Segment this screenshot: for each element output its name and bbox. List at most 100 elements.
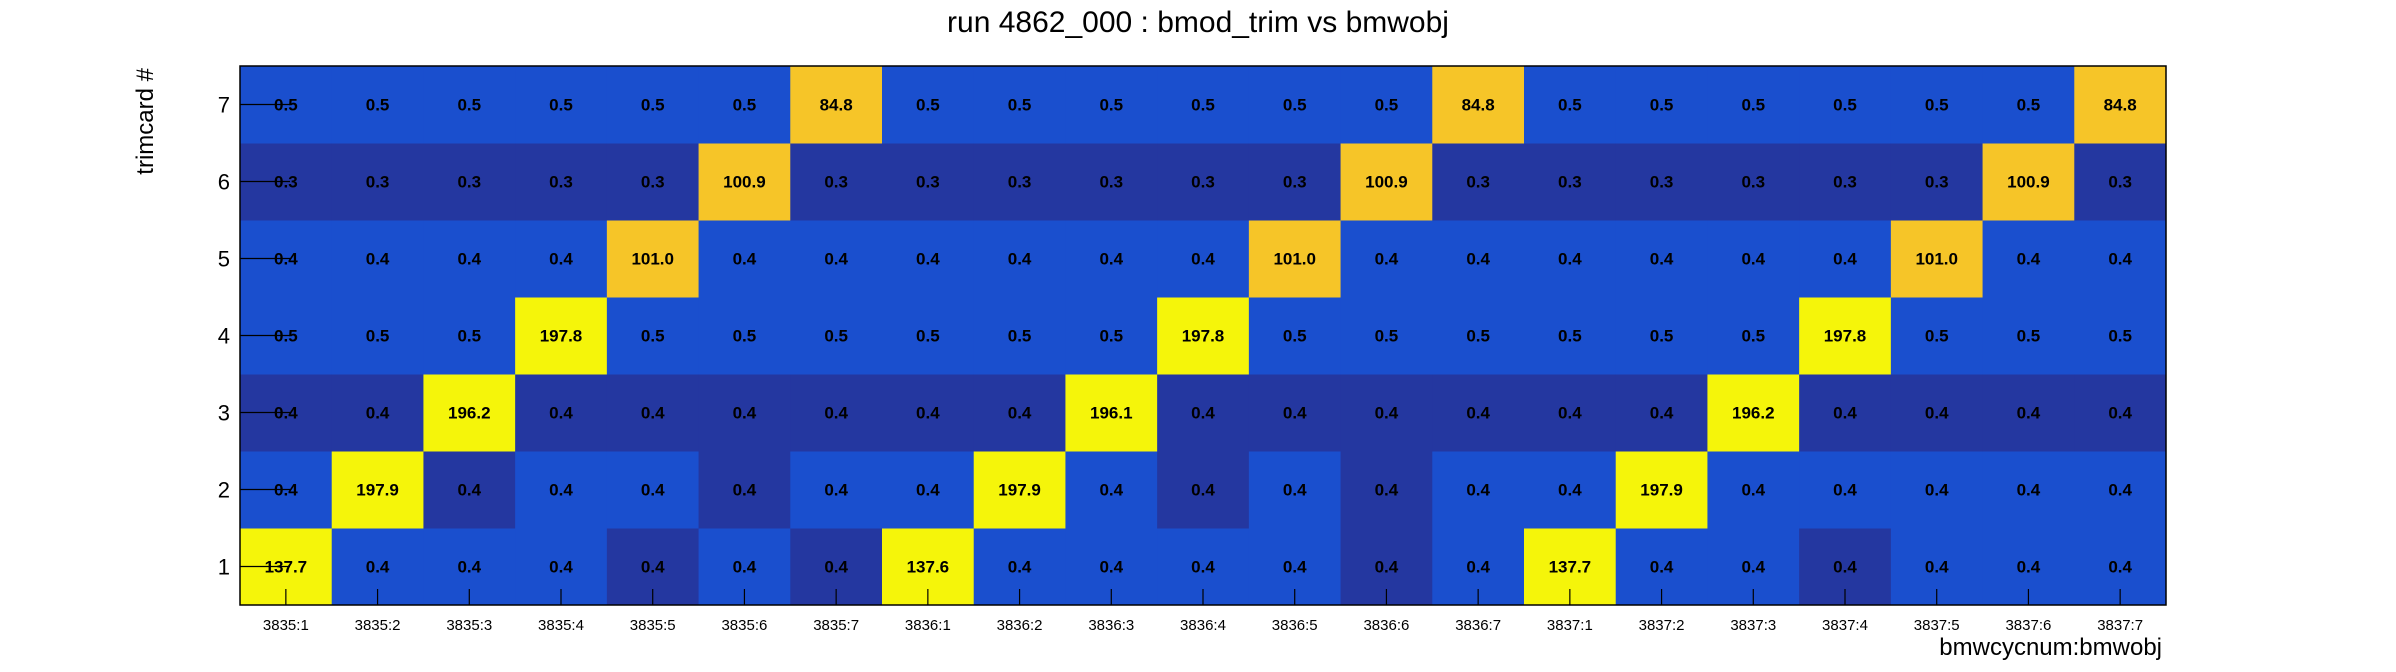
- heatmap-cell: [1248, 374, 1342, 452]
- heatmap-cell-label: 0.4: [824, 558, 848, 577]
- heatmap-cell-label: 0.4: [1558, 250, 1582, 269]
- heatmap-cell: [423, 297, 516, 375]
- heatmap-cell: [1799, 451, 1892, 529]
- heatmap-cell-label: 0.4: [1375, 558, 1399, 577]
- heatmap-cell-label: 84.8: [2104, 96, 2137, 115]
- heatmap-cell-label: 196.1: [1090, 404, 1133, 423]
- heatmap-cell-label: 0.5: [1650, 96, 1674, 115]
- heatmap-cell-label: 0.4: [1283, 404, 1307, 423]
- heatmap-cell: [973, 374, 1066, 452]
- heatmap-cell: [1615, 374, 1708, 452]
- heatmap-cell-label: 0.4: [2108, 558, 2132, 577]
- heatmap-cell: [1982, 220, 2075, 298]
- heatmap-cell-label: 0.4: [1191, 481, 1215, 500]
- x-tick-label: 3835:3: [446, 617, 492, 634]
- heatmap-cell: [606, 297, 700, 375]
- x-tick-label: 3837:5: [1914, 617, 1960, 634]
- heatmap-cell-label: 0.5: [1008, 96, 1032, 115]
- heatmap-cell: [1890, 374, 1984, 452]
- chart-title: run 4862_000 : bmod_trim vs bmwobj: [947, 6, 1449, 39]
- y-tick-label: 6: [218, 170, 230, 195]
- heatmap-cell-label: 197.8: [540, 327, 583, 346]
- heatmap-cell: [1340, 297, 1433, 375]
- heatmap-cell: [331, 143, 424, 221]
- x-tick-label: 3835:1: [263, 617, 309, 634]
- heatmap-cell: [1157, 220, 1250, 298]
- heatmap-cell: [1615, 66, 1708, 144]
- heatmap-cell: [1890, 66, 1984, 144]
- heatmap-cell-label: 0.3: [1650, 173, 1674, 192]
- heatmap-cell: [790, 297, 883, 375]
- heatmap-cell: [1524, 66, 1617, 144]
- heatmap-cell: [515, 297, 608, 375]
- heatmap-cell: [973, 451, 1066, 529]
- heatmap-cell-label: 0.5: [733, 96, 757, 115]
- heatmap-cell: [1524, 451, 1617, 529]
- heatmap-cell: [1982, 66, 2075, 144]
- heatmap-cell: [1157, 374, 1250, 452]
- heatmap-cell-label: 0.4: [1283, 558, 1307, 577]
- heatmap-cell-label: 0.4: [1650, 404, 1674, 423]
- heatmap-cell-label: 0.4: [733, 558, 757, 577]
- heatmap-cell-label: 0.4: [733, 404, 757, 423]
- heatmap-cell-label: 0.4: [916, 250, 940, 269]
- heatmap-cell-label: 84.8: [1462, 96, 1495, 115]
- heatmap-cell-label: 197.9: [1640, 481, 1683, 500]
- heatmap-cell: [1248, 220, 1342, 298]
- heatmap-cell: [790, 451, 883, 529]
- heatmap-cell-label: 0.3: [916, 173, 940, 192]
- x-tick-label: 3837:7: [2097, 617, 2143, 634]
- heatmap-cell: [882, 220, 975, 298]
- heatmap-cell: [423, 143, 516, 221]
- heatmap-cell: [1707, 220, 1800, 298]
- heatmap-cell: [1524, 220, 1617, 298]
- heatmap-cell: [1248, 451, 1342, 529]
- x-tick-label: 3836:2: [997, 617, 1043, 634]
- heatmap-cell-label: 0.4: [1833, 558, 1857, 577]
- heatmap-cell-label: 0.5: [641, 96, 665, 115]
- heatmap-cell: [698, 451, 791, 529]
- heatmap-cell-label: 0.4: [1741, 481, 1765, 500]
- heatmap-cell-label: 0.4: [1191, 558, 1215, 577]
- heatmap-cell: [331, 297, 424, 375]
- heatmap-cell: [2074, 297, 2167, 375]
- heatmap-cell: [331, 66, 424, 144]
- heatmap-cell-label: 0.4: [1375, 481, 1399, 500]
- heatmap-cell-label: 0.4: [1833, 481, 1857, 500]
- heatmap-cell: [1982, 451, 2075, 529]
- heatmap-cell: [1707, 374, 1800, 452]
- heatmap-cell: [1524, 143, 1617, 221]
- heatmap-cell-label: 0.5: [733, 327, 757, 346]
- heatmap-cell-label: 0.4: [1283, 481, 1307, 500]
- heatmap-cell: [1707, 143, 1800, 221]
- heatmap-cell-label: 0.5: [916, 96, 940, 115]
- heatmap-cell-label: 0.4: [457, 481, 481, 500]
- heatmap-cell-label: 197.9: [998, 481, 1041, 500]
- x-tick-label: 3836:5: [1272, 617, 1318, 634]
- heatmap-cell: [515, 374, 608, 452]
- heatmap-cell-label: 0.5: [2017, 96, 2041, 115]
- heatmap-cell: [698, 66, 791, 144]
- heatmap-cell-label: 196.2: [1732, 404, 1775, 423]
- heatmap-cell: [331, 374, 424, 452]
- heatmap-cell-label: 0.5: [1925, 96, 1949, 115]
- y-axis-ticks: 1 2 3 4 5 6 7: [218, 93, 290, 580]
- y-tick-label: 1: [218, 555, 230, 580]
- heatmap-cell: [1157, 66, 1250, 144]
- heatmap-cell-label: 0.3: [457, 173, 481, 192]
- heatmap-cell: [606, 374, 700, 452]
- heatmap-cell-label: 0.4: [733, 481, 757, 500]
- heatmap-cell-label: 137.7: [1549, 558, 1592, 577]
- heatmap-cell: [2074, 451, 2167, 529]
- x-tick-label: 3837:2: [1639, 617, 1685, 634]
- heatmap-cell-label: 197.9: [356, 481, 399, 500]
- heatmap-cell-label: 0.4: [1466, 558, 1490, 577]
- heatmap-cell: [515, 220, 608, 298]
- x-tick-label: 3837:4: [1822, 617, 1868, 634]
- heatmap-cell: [423, 220, 516, 298]
- heatmap-cell: [1615, 220, 1708, 298]
- heatmap-cell: [1707, 66, 1800, 144]
- heatmap-cell-label: 0.3: [549, 173, 573, 192]
- heatmap-cell-label: 0.4: [824, 481, 848, 500]
